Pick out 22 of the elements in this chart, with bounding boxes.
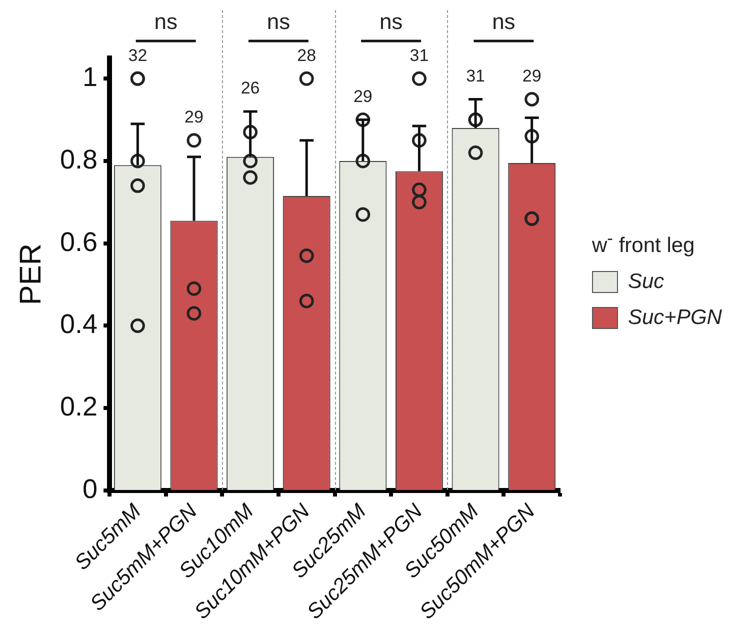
legend-label: Suc <box>628 270 664 294</box>
annotation: 26 <box>240 78 260 98</box>
text: ns <box>492 9 516 34</box>
y-tick-label: 0.2 <box>60 392 98 422</box>
legend-title: w$^{-}$ front leg <box>592 228 696 258</box>
annotation: 28 <box>297 46 316 65</box>
text: ns <box>266 9 290 34</box>
annotation: 31 <box>466 66 485 86</box>
annotation: 29 <box>353 86 372 106</box>
y-tick-label: 0 <box>82 474 98 504</box>
annotation: 29 <box>184 108 204 127</box>
legend-label: Suc+PGN <box>628 306 722 330</box>
y-tick-label: 1 <box>82 62 98 92</box>
annotation: 31 <box>410 46 429 65</box>
text: ns <box>154 9 178 34</box>
annotation: 29 <box>522 66 542 86</box>
y-tick-label: 0.6 <box>60 226 98 257</box>
y-tick-label: 0.4 <box>60 309 98 340</box>
y-axis-title: PER <box>14 243 48 306</box>
text: ns <box>379 9 403 34</box>
y-tick-label: 0.8 <box>60 144 98 174</box>
annotation: 32 <box>128 46 148 65</box>
